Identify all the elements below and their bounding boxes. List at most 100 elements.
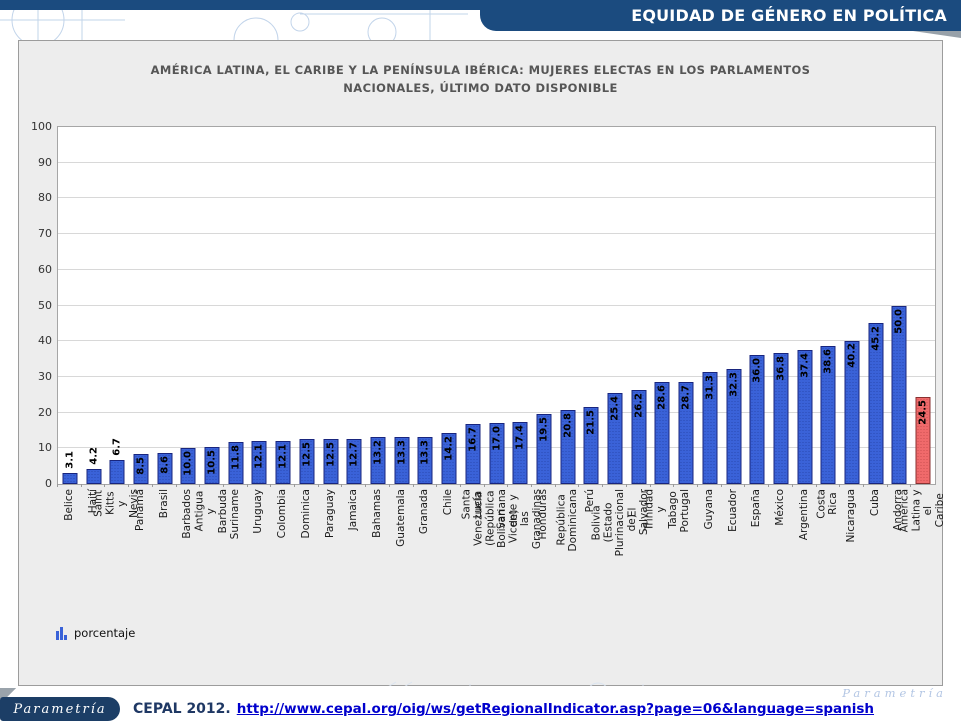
- x-axis-label: Nicaragua: [846, 489, 858, 542]
- footer: Parametría Parametría CEPAL 2012.http://…: [0, 686, 961, 721]
- x-axis-label: Suriname: [230, 489, 242, 539]
- x-axis-label: Costa Rica: [817, 489, 841, 519]
- bar-value-label: 12.5: [325, 442, 336, 467]
- bar-value-label: 13.3: [420, 440, 431, 465]
- x-axis-label: Cuba: [870, 489, 882, 516]
- bar-chart-icon: [56, 627, 67, 640]
- x-axis-label: Argentina: [799, 489, 811, 540]
- header-banner: EQUIDAD DE GÉNERO EN POLÍTICA: [480, 0, 961, 31]
- bar-value-label: 24.5: [918, 400, 929, 425]
- y-axis-tick-label: 30: [14, 370, 52, 384]
- slide: EQUIDAD DE GÉNERO EN POLÍTICA AMÉRICA LA…: [0, 0, 961, 721]
- bar-value-label: 50.0: [894, 309, 905, 334]
- bar-value-label: 11.8: [230, 445, 241, 470]
- bar-cell: 10.5Antigua y Barbuda: [200, 127, 224, 484]
- y-axis-tick-label: 10: [14, 441, 52, 455]
- bar-value-label: 28.7: [681, 385, 692, 410]
- x-axis-label: Granada: [420, 489, 432, 534]
- x-axis-label: Panamá: [135, 489, 147, 531]
- x-axis-label: Dominica: [301, 489, 313, 538]
- bar-value-label: 32.3: [728, 372, 739, 397]
- logo-text: Parametría: [13, 702, 106, 717]
- x-axis-label: República Dominicana: [556, 489, 580, 552]
- bar-cell: 32.3Ecuador: [722, 127, 746, 484]
- bar-cell: 6.7Saint Kitts y Nevis: [105, 127, 129, 484]
- bar-value-label: 17.0: [491, 426, 502, 451]
- x-axis-label: España: [751, 489, 763, 527]
- chart-title-line2: NACIONALES, ÚLTIMO DATO DISPONIBLE: [59, 80, 902, 98]
- x-axis-label: Brasil: [159, 489, 171, 518]
- y-axis-tick-label: 100: [14, 120, 52, 134]
- bar-value-label: 28.6: [657, 385, 668, 410]
- bar-cell: 28.7Portugal: [674, 127, 698, 484]
- x-axis-label: Guyana: [704, 489, 716, 530]
- bar-value-label: 10.0: [183, 451, 194, 476]
- bar: [62, 473, 77, 484]
- x-axis-label: Paraguay: [325, 489, 337, 538]
- bar-value-label: 8.5: [135, 457, 146, 475]
- bar-value-label: 20.8: [562, 413, 573, 438]
- bar-value-label: 40.2: [847, 343, 858, 368]
- bar-cell: 38.6Costa Rica: [817, 127, 841, 484]
- bar-value-label: 8.6: [159, 456, 170, 474]
- y-axis-tick-label: 0: [14, 477, 52, 491]
- bar-value-label: 13.3: [396, 440, 407, 465]
- x-axis-label: Jamaica: [348, 489, 360, 530]
- x-axis-label: Portugal: [680, 489, 692, 533]
- bar-value-label: 37.4: [799, 353, 810, 378]
- bar-cell: 12.5Paraguay: [319, 127, 343, 484]
- x-axis-label: Uruguay: [254, 489, 266, 534]
- banner-shadow: [913, 31, 961, 38]
- y-axis-tick-label: 90: [14, 156, 52, 170]
- bar-cell: 14.2Chile: [437, 127, 461, 484]
- bar-value-label: 14.2: [444, 436, 455, 461]
- plot-area: 0102030405060708090100 3.1Belice4.2Haití…: [57, 126, 936, 485]
- chart-panel: AMÉRICA LATINA, EL CARIBE Y LA PENÍNSULA…: [18, 40, 943, 686]
- bar-value-label: 13.2: [372, 440, 383, 465]
- y-axis-tick-label: 50: [14, 299, 52, 313]
- header-title: EQUIDAD DE GÉNERO EN POLÍTICA: [631, 6, 947, 25]
- x-axis-label: Colombia: [277, 489, 289, 538]
- source-link[interactable]: http://www.cepal.org/oig/ws/getRegionalI…: [237, 701, 874, 717]
- bar-cell: 50.0Andorra: [888, 127, 912, 484]
- bar-cell: 36.8México: [769, 127, 793, 484]
- y-axis-tick-label: 70: [14, 227, 52, 241]
- legend-label: porcentaje: [74, 626, 135, 640]
- bar-value-label: 6.7: [112, 438, 123, 456]
- bar-cell: 24.5América Latina y el Caribe: [911, 127, 935, 484]
- x-axis-label: Barbados: [182, 489, 194, 539]
- bar-value-label: 25.4: [610, 396, 621, 421]
- bar-cell: 25.4Bolivia (Estado Plurinacional de): [603, 127, 627, 484]
- bar-cell: 8.5Panamá: [129, 127, 153, 484]
- y-axis-tick-label: 60: [14, 263, 52, 277]
- bar-value-label: 38.6: [823, 349, 834, 374]
- bar-cell: 36.0España: [745, 127, 769, 484]
- bar-value-label: 4.2: [88, 447, 99, 465]
- bar-value-label: 10.5: [207, 450, 218, 475]
- chart-title: AMÉRICA LATINA, EL CARIBE Y LA PENÍNSULA…: [59, 62, 902, 98]
- bar-cell: 13.3Granada: [414, 127, 438, 484]
- source-citation: CEPAL 2012.http://www.cepal.org/oig/ws/g…: [133, 697, 874, 721]
- bar-value-label: 12.7: [349, 442, 360, 467]
- bar-cell: 21.5Perú: [579, 127, 603, 484]
- y-axis-tick-label: 40: [14, 334, 52, 348]
- x-axis-label: Bahamas: [372, 489, 384, 538]
- bar-cell: 20.8República Dominicana: [556, 127, 580, 484]
- bar-value-label: 21.5: [586, 410, 597, 435]
- bar-value-label: 16.7: [467, 427, 478, 452]
- bar: [110, 460, 125, 484]
- bar-cell: 12.7Jamaica: [342, 127, 366, 484]
- bar-cell: 8.6Brasil: [153, 127, 177, 484]
- x-axis-label: Guatemala: [396, 489, 408, 547]
- bar-cell: 12.1Colombia: [271, 127, 295, 484]
- bar-cell: 28.6Trinidad y Tabago: [651, 127, 675, 484]
- bar-cell: 13.3Guatemala: [390, 127, 414, 484]
- bar-value-label: 36.0: [752, 358, 763, 383]
- bar-cell: 17.0Venezuela (República Bolivariana de): [485, 127, 509, 484]
- y-axis-tick-label: 80: [14, 191, 52, 205]
- bar-cell: 10.0Barbados: [177, 127, 201, 484]
- bar-cell: 19.5Honduras: [532, 127, 556, 484]
- legend: porcentaje: [56, 626, 135, 640]
- x-axis-label: Trinidad y Tabago: [645, 489, 680, 530]
- parametria-logo: Parametría: [0, 697, 120, 721]
